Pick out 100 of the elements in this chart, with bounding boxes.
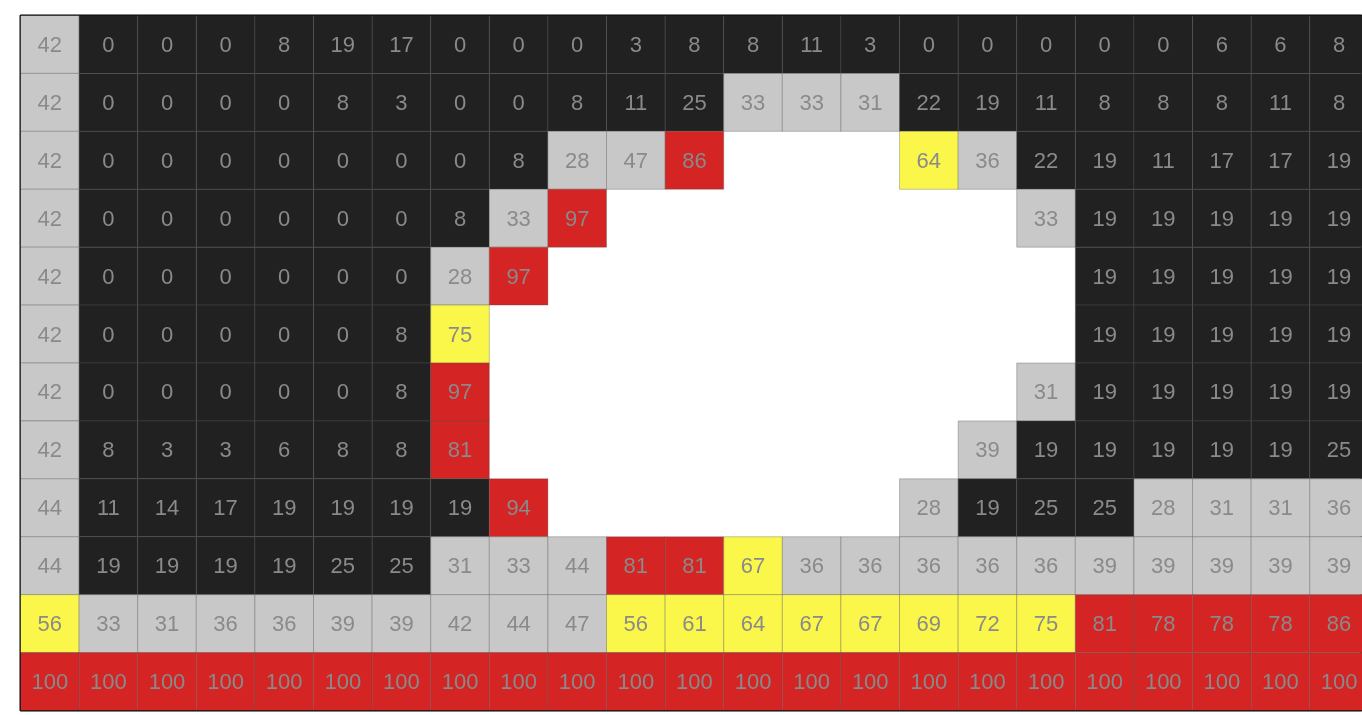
- data-label: 64: [916, 147, 942, 173]
- data-label: 47: [623, 147, 649, 173]
- data-label: 0: [102, 321, 115, 347]
- data-label: 0: [219, 89, 232, 115]
- data-label: 0: [219, 263, 232, 289]
- data-label: 100: [1086, 669, 1124, 695]
- data-label: 19: [1092, 205, 1117, 231]
- data-label: 0: [453, 31, 467, 57]
- data-label: 0: [336, 147, 349, 173]
- data-label: 3: [629, 31, 642, 57]
- data-label: 19: [1326, 263, 1352, 289]
- data-label: 0: [453, 147, 467, 173]
- data-label: 100: [1144, 669, 1182, 695]
- data-label: 0: [102, 205, 115, 231]
- data-label: 100: [910, 669, 948, 695]
- data-label: 100: [851, 669, 889, 695]
- data-label: 19: [1326, 147, 1352, 173]
- data-label: 31: [1209, 495, 1235, 521]
- data-label: 100: [793, 669, 830, 695]
- data-label: 0: [219, 321, 232, 347]
- data-label: 81: [623, 553, 649, 579]
- data-label: 39: [330, 611, 356, 637]
- data-label: 97: [564, 205, 590, 231]
- data-label: 44: [37, 553, 63, 579]
- data-label: 25: [1033, 495, 1059, 521]
- data-label: 3: [160, 437, 174, 463]
- data-label: 8: [395, 437, 408, 463]
- data-label: 0: [395, 147, 408, 173]
- data-label: 19: [1209, 205, 1235, 231]
- data-label: 0: [160, 205, 174, 231]
- data-label: 8: [336, 437, 349, 463]
- data-label: 36: [271, 611, 297, 637]
- data-label: 22: [916, 89, 942, 115]
- data-label: 75: [447, 321, 473, 347]
- data-label: 19: [1151, 379, 1176, 405]
- data-label: 67: [799, 611, 824, 637]
- data-label: 8: [1332, 89, 1346, 115]
- data-label: 39: [1151, 553, 1176, 579]
- data-label: 0: [336, 321, 349, 347]
- data-label: 25: [682, 89, 707, 115]
- data-label: 19: [1326, 205, 1352, 231]
- data-label: 11: [96, 495, 120, 521]
- data-label: 8: [1332, 31, 1346, 57]
- data-label: 39: [975, 437, 1000, 463]
- data-label: 31: [1268, 495, 1293, 521]
- data-label: 19: [271, 553, 297, 579]
- data-label: 0: [102, 263, 115, 289]
- data-label: 3: [395, 89, 408, 115]
- data-label: 42: [37, 263, 63, 289]
- data-label: 11: [800, 31, 824, 57]
- data-label: 39: [389, 611, 414, 637]
- data-label: 100: [1203, 669, 1241, 695]
- data-label: 42: [37, 321, 63, 347]
- data-label: 42: [37, 31, 63, 57]
- data-label: 81: [447, 437, 473, 463]
- data-label: 0: [219, 379, 232, 405]
- data-label: 25: [389, 553, 414, 579]
- data-label: 6: [1274, 31, 1287, 57]
- data-label: 17: [213, 495, 238, 521]
- data-label: 100: [500, 669, 537, 695]
- data-label: 39: [1092, 553, 1117, 579]
- data-label: 8: [278, 31, 291, 57]
- data-label: 39: [1268, 553, 1293, 579]
- data-label: 19: [154, 553, 180, 579]
- data-label: 100: [265, 669, 303, 695]
- data-label: 8: [512, 147, 525, 173]
- data-label: 78: [1268, 611, 1293, 637]
- data-label: 0: [219, 31, 232, 57]
- data-label: 42: [37, 379, 63, 405]
- data-label: 100: [441, 669, 479, 695]
- data-label: 97: [506, 263, 531, 289]
- data-label: 61: [682, 611, 707, 637]
- data-label: 28: [916, 495, 942, 521]
- data-label: 19: [975, 89, 1000, 115]
- data-label: 0: [1039, 31, 1053, 57]
- data-label: 36: [1326, 495, 1352, 521]
- data-label: 0: [219, 147, 232, 173]
- data-label: 0: [1098, 31, 1111, 57]
- data-label: 19: [1151, 205, 1176, 231]
- data-label: 0: [160, 89, 174, 115]
- data-label: 19: [213, 553, 238, 579]
- data-label: 19: [1268, 379, 1293, 405]
- data-label: 100: [1262, 669, 1299, 695]
- data-label: 100: [324, 669, 362, 695]
- data-label: 8: [336, 89, 349, 115]
- data-label: 0: [395, 263, 408, 289]
- data-label: 0: [160, 147, 174, 173]
- data-label: 11: [624, 89, 648, 115]
- data-label: 56: [37, 611, 63, 637]
- data-label: 8: [688, 31, 701, 57]
- data-label: 19: [1092, 437, 1117, 463]
- data-label: 19: [271, 495, 297, 521]
- data-label: 100: [383, 669, 420, 695]
- data-label: 33: [506, 553, 531, 579]
- data-label: 19: [1326, 379, 1352, 405]
- data-label: 11: [1151, 147, 1175, 173]
- data-label: 17: [389, 31, 414, 57]
- data-label: 19: [1268, 263, 1293, 289]
- data-label: 31: [447, 553, 473, 579]
- data-label: 100: [90, 669, 127, 695]
